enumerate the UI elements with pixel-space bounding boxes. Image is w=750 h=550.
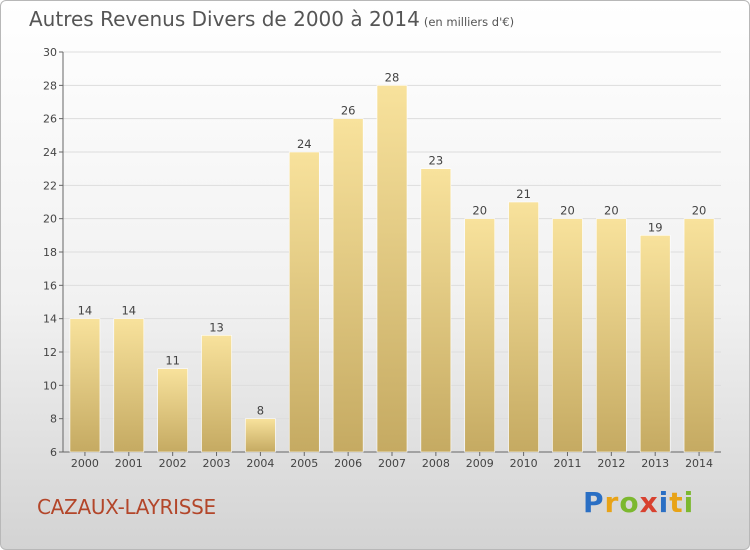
x-tick-label: 2000 bbox=[71, 457, 99, 470]
x-tick-label: 2009 bbox=[466, 457, 494, 470]
x-tick-label: 2001 bbox=[115, 457, 143, 470]
y-tick-label: 10 bbox=[43, 379, 57, 392]
x-tick-label: 2006 bbox=[334, 457, 362, 470]
y-tick-label: 18 bbox=[43, 246, 57, 259]
brand-logo-letter: P bbox=[583, 486, 605, 519]
bar-value-label: 11 bbox=[165, 354, 180, 368]
bar-value-label: 24 bbox=[297, 137, 312, 151]
bar bbox=[420, 168, 452, 453]
y-tick-label: 24 bbox=[43, 146, 57, 159]
bar-value-label: 14 bbox=[121, 304, 136, 318]
x-tick-label: 2012 bbox=[597, 457, 625, 470]
x-tick-label: 2013 bbox=[641, 457, 669, 470]
bar-value-label: 23 bbox=[429, 154, 444, 168]
y-tick-label: 14 bbox=[43, 313, 57, 326]
commune-name: CAZAUX-LAYRISSE bbox=[37, 495, 216, 519]
bar bbox=[683, 218, 715, 453]
x-tick-label: 2007 bbox=[378, 457, 406, 470]
y-tick-label: 8 bbox=[50, 413, 57, 426]
brand-logo-letter: x bbox=[639, 486, 659, 519]
bar-value-label: 19 bbox=[648, 220, 663, 234]
bar bbox=[157, 368, 188, 453]
y-tick-label: 20 bbox=[43, 213, 57, 226]
bar bbox=[639, 235, 671, 453]
y-tick-label: 12 bbox=[43, 346, 57, 359]
x-tick-label: 2005 bbox=[290, 457, 318, 470]
x-tick-label: 2008 bbox=[422, 457, 450, 470]
y-tick-label: 16 bbox=[43, 279, 57, 292]
x-tick-label: 2004 bbox=[246, 457, 274, 470]
y-tick-label: 22 bbox=[43, 179, 57, 192]
x-tick-label: 2014 bbox=[685, 457, 713, 470]
bar bbox=[376, 85, 408, 453]
bar bbox=[245, 418, 276, 453]
chart-subtitle: (en milliers d'€) bbox=[423, 15, 515, 29]
x-tick-label: 2002 bbox=[159, 457, 187, 470]
bar bbox=[113, 318, 145, 453]
y-tick-label: 30 bbox=[43, 46, 57, 59]
bar bbox=[69, 318, 101, 453]
x-tick-label: 2010 bbox=[510, 457, 538, 470]
x-tick-label: 2011 bbox=[553, 457, 581, 470]
chart-title-text: Autres Revenus Divers de 2000 à 2014 bbox=[29, 7, 420, 31]
bar-value-label: 20 bbox=[604, 204, 619, 218]
brand-logo-letter: i bbox=[658, 486, 670, 519]
bar-value-label: 14 bbox=[78, 304, 93, 318]
bar-value-label: 21 bbox=[516, 187, 531, 201]
bar-value-label: 26 bbox=[341, 104, 356, 118]
bar bbox=[201, 335, 232, 453]
bar-value-label: 13 bbox=[209, 320, 224, 334]
y-tick-label: 28 bbox=[43, 79, 57, 92]
brand-logo: Proxiti bbox=[583, 486, 694, 519]
bar-value-label: 28 bbox=[385, 70, 400, 84]
brand-logo-letter: t bbox=[669, 486, 684, 519]
bar bbox=[332, 118, 364, 453]
bar bbox=[552, 218, 583, 453]
brand-logo-letter: r bbox=[604, 486, 620, 519]
brand-logo-letter: o bbox=[619, 486, 640, 519]
bar-value-label: 20 bbox=[472, 204, 487, 218]
y-tick-label: 26 bbox=[43, 113, 57, 126]
bar-value-label: 20 bbox=[692, 204, 707, 218]
chart-title: Autres Revenus Divers de 2000 à 2014 (en … bbox=[29, 7, 514, 31]
bar bbox=[596, 218, 627, 453]
bar bbox=[464, 218, 496, 453]
x-tick-label: 2003 bbox=[203, 457, 231, 470]
bar bbox=[508, 201, 539, 453]
y-tick-label: 6 bbox=[50, 446, 57, 459]
bar-value-label: 20 bbox=[560, 204, 575, 218]
bar bbox=[288, 151, 320, 453]
bar-value-label: 8 bbox=[257, 404, 264, 418]
brand-logo-letter: i bbox=[683, 486, 695, 519]
